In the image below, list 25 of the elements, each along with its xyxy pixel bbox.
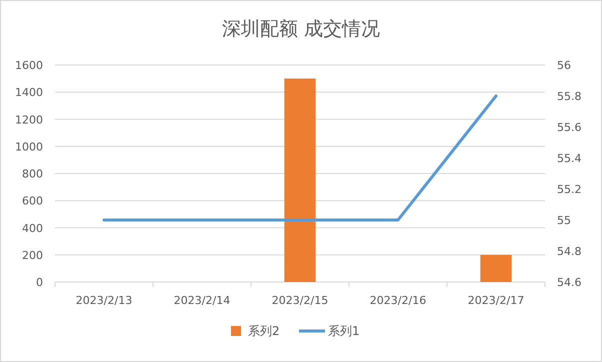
x-tick-label: 2023/2/16	[370, 294, 426, 307]
x-tick-label: 2023/2/13	[76, 294, 132, 307]
y2-tick-label: 55.4	[557, 152, 582, 165]
y-tick-label: 400	[22, 222, 43, 235]
x-tick-label: 2023/2/17	[468, 294, 524, 307]
x-tick-label: 2023/2/15	[272, 294, 328, 307]
legend-label: 系列2	[248, 324, 280, 338]
y2-tick-label: 55.8	[557, 90, 582, 103]
y-tick-label: 1000	[15, 140, 43, 154]
y2-tick-label: 54.8	[557, 245, 582, 258]
y-tick-label: 1600	[15, 59, 43, 72]
y2-tick-label: 54.6	[557, 276, 582, 289]
y2-tick-label: 56	[557, 59, 571, 72]
y-tick-label: 1400	[15, 86, 43, 100]
x-tick-label: 2023/2/14	[174, 294, 230, 307]
chart-title: 深圳配额 成交情况	[222, 18, 380, 40]
y-tick-label: 600	[22, 194, 43, 208]
y-tick-label: 0	[36, 276, 43, 289]
y-tick-label: 800	[22, 168, 43, 180]
y-tick-label: 1200	[15, 113, 43, 126]
y2-tick-label: 55.6	[557, 121, 582, 134]
y-tick-label: 200	[22, 248, 43, 262]
y2-tick-label: 55	[557, 214, 571, 227]
legend-label: 系列1	[328, 324, 360, 338]
y2-tick-label: 55.2	[557, 183, 582, 196]
